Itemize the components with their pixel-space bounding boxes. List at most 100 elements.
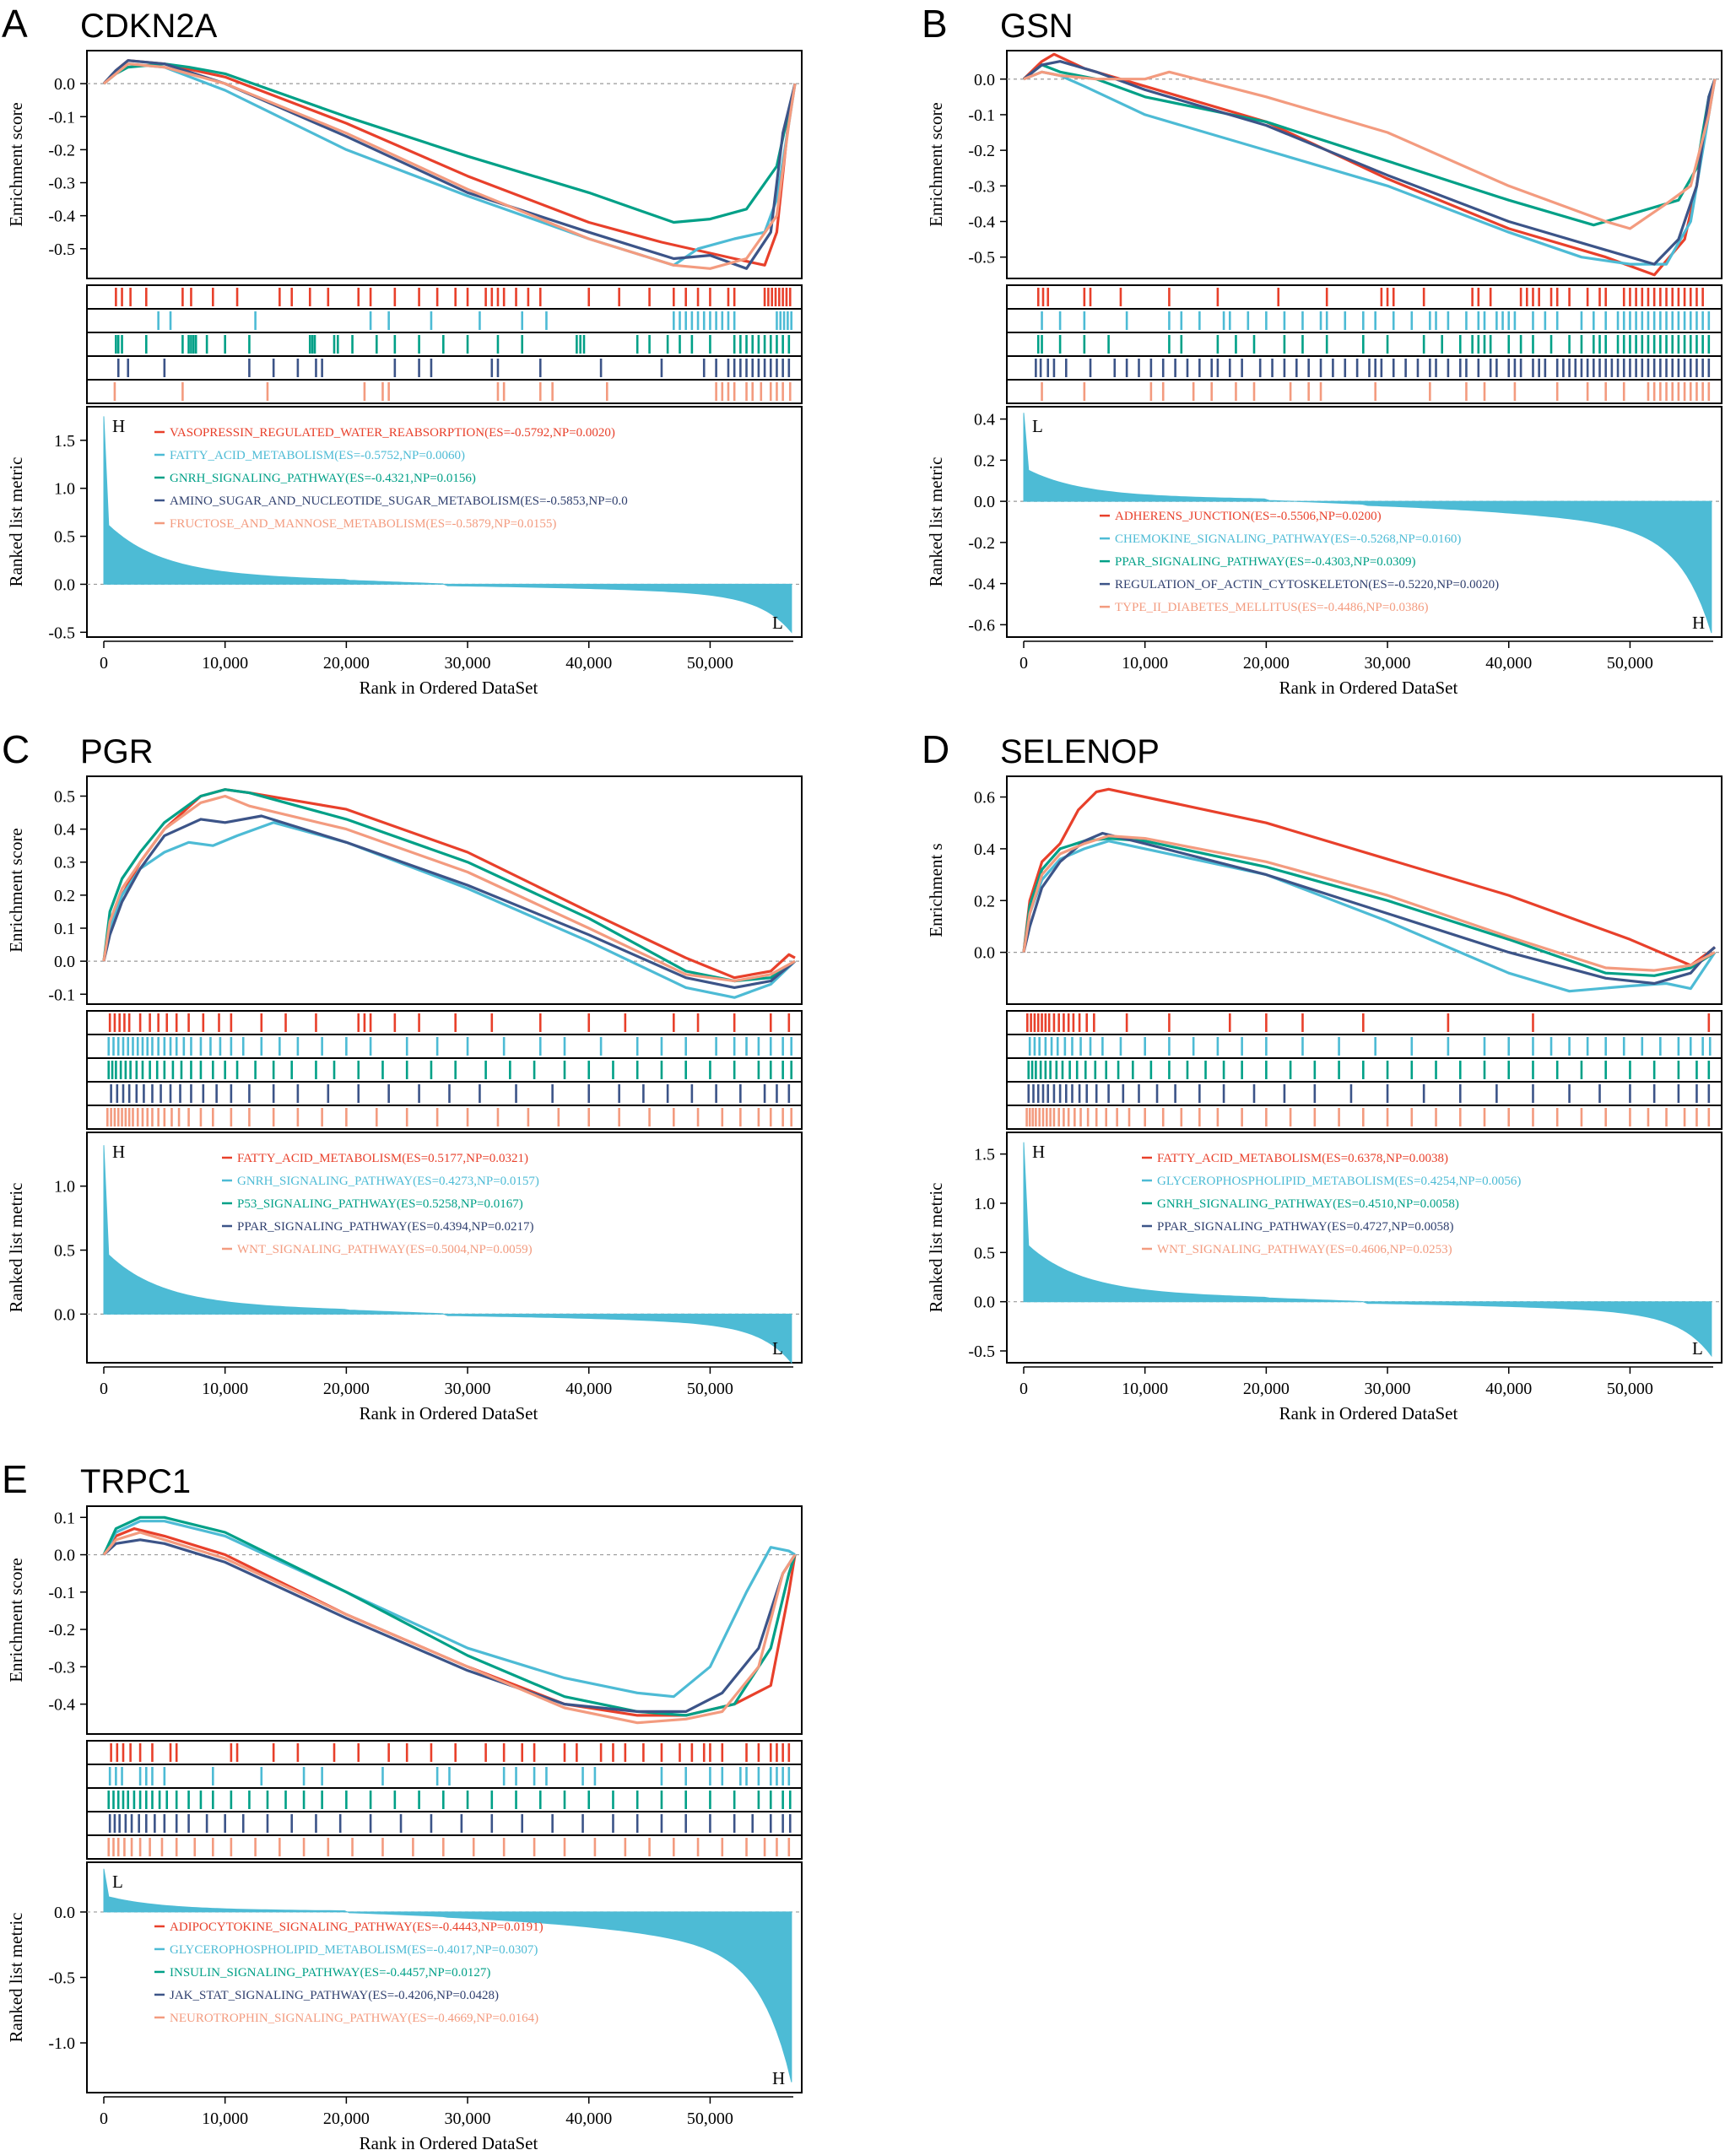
x-tick-label: 10,000 xyxy=(202,2109,248,2128)
bottom-marker: L xyxy=(772,1338,783,1359)
panel-letter: B xyxy=(922,2,948,46)
es-curve-series-2 xyxy=(102,1520,796,1699)
es-y-tick-label: 0.1 xyxy=(54,1509,75,1527)
panel-letter: C xyxy=(2,727,30,771)
metric-plot-frame xyxy=(1006,1132,1722,1364)
ranked-metric-area xyxy=(1023,413,1712,634)
x-tick-label: 50,000 xyxy=(1607,654,1653,673)
metric-y-tick-label: 0.0 xyxy=(974,1294,995,1312)
metric-y-tick-label: 0.2 xyxy=(974,451,995,470)
es-y-tick-label: -0.1 xyxy=(48,108,75,127)
legend-entry: WNT_SIGNALING_PATHWAY(ES=0.5004,NP=0.005… xyxy=(237,1243,533,1256)
hit-row-frame xyxy=(86,1740,803,1765)
metric-y-tick-label: 1.5 xyxy=(54,432,75,451)
legend-entry: VASOPRESSIN_REGULATED_WATER_REABSORPTION… xyxy=(170,426,615,440)
x-tick-label: 40,000 xyxy=(565,1380,612,1398)
es-y-tick-label: 0.2 xyxy=(974,892,995,910)
metric-y-tick-label: -0.5 xyxy=(48,1969,75,1988)
bottom-marker: L xyxy=(772,613,783,633)
es-y-tick-label: -0.4 xyxy=(968,213,995,232)
metric-y-tick-label: -0.5 xyxy=(48,624,75,642)
x-tick-label: 50,000 xyxy=(687,1380,733,1398)
metric-y-tick-label: 1.0 xyxy=(54,1178,75,1197)
x-tick-label: 50,000 xyxy=(1607,1380,1653,1398)
legend-entry: AMINO_SUGAR_AND_NUCLEOTIDE_SUGAR_METABOL… xyxy=(170,494,628,508)
legend-entry: PPAR_SIGNALING_PATHWAY(ES=-0.4303,NP=0.0… xyxy=(1115,555,1416,569)
legend-entry: PPAR_SIGNALING_PATHWAY(ES=0.4727,NP=0.00… xyxy=(1157,1220,1454,1234)
es-curve-series-1 xyxy=(102,788,796,980)
es-y-tick-label: -0.4 xyxy=(48,208,75,226)
ranked-metric-area xyxy=(103,1145,792,1364)
top-marker: H xyxy=(1032,1142,1045,1162)
legend-entry: FATTY_ACID_METABOLISM(ES=0.6378,NP=0.003… xyxy=(1157,1152,1448,1165)
gene-title: GSN xyxy=(1000,8,1074,45)
metric-y-tick-label: -0.4 xyxy=(968,575,995,594)
metric-plot-frame xyxy=(86,1132,803,1364)
es-y-tick-label: -0.2 xyxy=(968,142,995,160)
metric-y-tick-label: 0.5 xyxy=(54,528,75,547)
es-plot-frame xyxy=(1006,775,1722,1005)
x-tick-label: 10,000 xyxy=(1122,1380,1168,1398)
gene-title: SELENOP xyxy=(1000,733,1160,770)
es-curve-series-5 xyxy=(102,62,797,270)
metric-y-tick-label: 1.5 xyxy=(974,1146,995,1164)
x-tick-label: 20,000 xyxy=(1243,1380,1290,1398)
hit-row-frame xyxy=(86,379,803,404)
es-y-axis-label: Enrichment s xyxy=(926,843,946,937)
metric-y-axis-label: Ranked list metric xyxy=(926,1183,946,1313)
legend-entry: CHEMOKINE_SIGNALING_PATHWAY(ES=-0.5268,N… xyxy=(1115,532,1461,546)
metric-y-tick-label: -0.6 xyxy=(968,616,995,635)
x-tick-label: 20,000 xyxy=(1243,654,1290,673)
legend-entry: P53_SIGNALING_PATHWAY(ES=0.5258,NP=0.016… xyxy=(237,1197,523,1211)
metric-y-axis-label: Ranked list metric xyxy=(6,457,26,587)
es-curve-series-4 xyxy=(1023,60,1717,266)
legend-entry: GNRH_SIGNALING_PATHWAY(ES=0.4273,NP=0.01… xyxy=(237,1175,539,1188)
es-y-tick-label: -0.3 xyxy=(48,175,75,193)
panel-c: C PGR 0.5 0.4 0.3 0.2 0.1 0.0 -0.1 Enrichment sco… xyxy=(2,727,803,1423)
es-y-tick-label: -0.1 xyxy=(48,1584,75,1602)
panel-e: E TRPC1 0.1 0.0 -0.1 -0.2 -0.3 -0.4 Enrichment s… xyxy=(2,1457,803,2150)
es-y-tick-label: 0.0 xyxy=(974,71,995,89)
legend-entry: GLYCEROPHOSPHOLIPID_METABOLISM(ES=-0.401… xyxy=(170,1943,538,1957)
x-axis-label: Rank in Ordered DataSet xyxy=(360,1403,538,1423)
legend-entry: JAK_STAT_SIGNALING_PATHWAY(ES=-0.4206,NP… xyxy=(170,1989,499,2002)
x-tick-label: 40,000 xyxy=(1485,1380,1532,1398)
es-y-tick-label: 0.3 xyxy=(54,854,75,872)
top-marker: H xyxy=(112,1142,125,1162)
top-marker: L xyxy=(112,1872,123,1892)
es-y-tick-label: 0.1 xyxy=(54,920,75,938)
panel-d: D SELENOP 0.6 0.4 0.2 0.0 Enrichment s 1.5 1.0 0.… xyxy=(922,727,1722,1423)
ranked-metric-area xyxy=(103,416,792,634)
hit-row-frame xyxy=(1006,1081,1722,1106)
hit-row-frame xyxy=(86,1764,803,1789)
legend-entry: WNT_SIGNALING_PATHWAY(ES=0.4606,NP=0.025… xyxy=(1157,1243,1452,1256)
es-y-tick-label: -0.1 xyxy=(968,106,995,125)
es-y-axis-label: Enrichment score xyxy=(6,1558,26,1683)
es-y-tick-label: 0.0 xyxy=(54,1547,75,1565)
es-y-tick-label: -0.1 xyxy=(48,986,75,1004)
gene-title: CDKN2A xyxy=(80,8,218,45)
top-marker: L xyxy=(1032,416,1043,436)
legend-entry: GLYCEROPHOSPHOLIPID_METABOLISM(ES=0.4254… xyxy=(1157,1175,1521,1188)
bottom-marker: H xyxy=(772,2068,785,2088)
es-curve-series-5 xyxy=(1023,70,1717,230)
legend-entry: FATTY_ACID_METABOLISM(ES=-0.5752,NP=0.00… xyxy=(170,449,465,462)
hit-row-frame xyxy=(86,355,803,381)
es-curve-series-4 xyxy=(102,814,797,989)
es-curve-series-1 xyxy=(102,1527,797,1717)
es-y-tick-label: 0.0 xyxy=(54,953,75,971)
es-y-tick-label: -0.5 xyxy=(968,249,995,267)
hit-row-frame xyxy=(86,1081,803,1106)
es-y-axis-label: Enrichment score xyxy=(6,102,26,227)
x-tick-label: 0 xyxy=(100,1380,108,1398)
x-tick-label: 10,000 xyxy=(202,1380,248,1398)
es-plot-frame xyxy=(1006,50,1722,279)
es-y-tick-label: -0.2 xyxy=(48,141,75,159)
panel-letter: E xyxy=(2,1457,28,1501)
es-y-tick-label: 0.6 xyxy=(974,789,995,808)
metric-plot-frame xyxy=(86,406,803,638)
es-y-tick-label: -0.4 xyxy=(48,1696,75,1715)
x-axis-label: Rank in Ordered DataSet xyxy=(360,678,538,698)
es-curve-series-2 xyxy=(102,821,797,999)
